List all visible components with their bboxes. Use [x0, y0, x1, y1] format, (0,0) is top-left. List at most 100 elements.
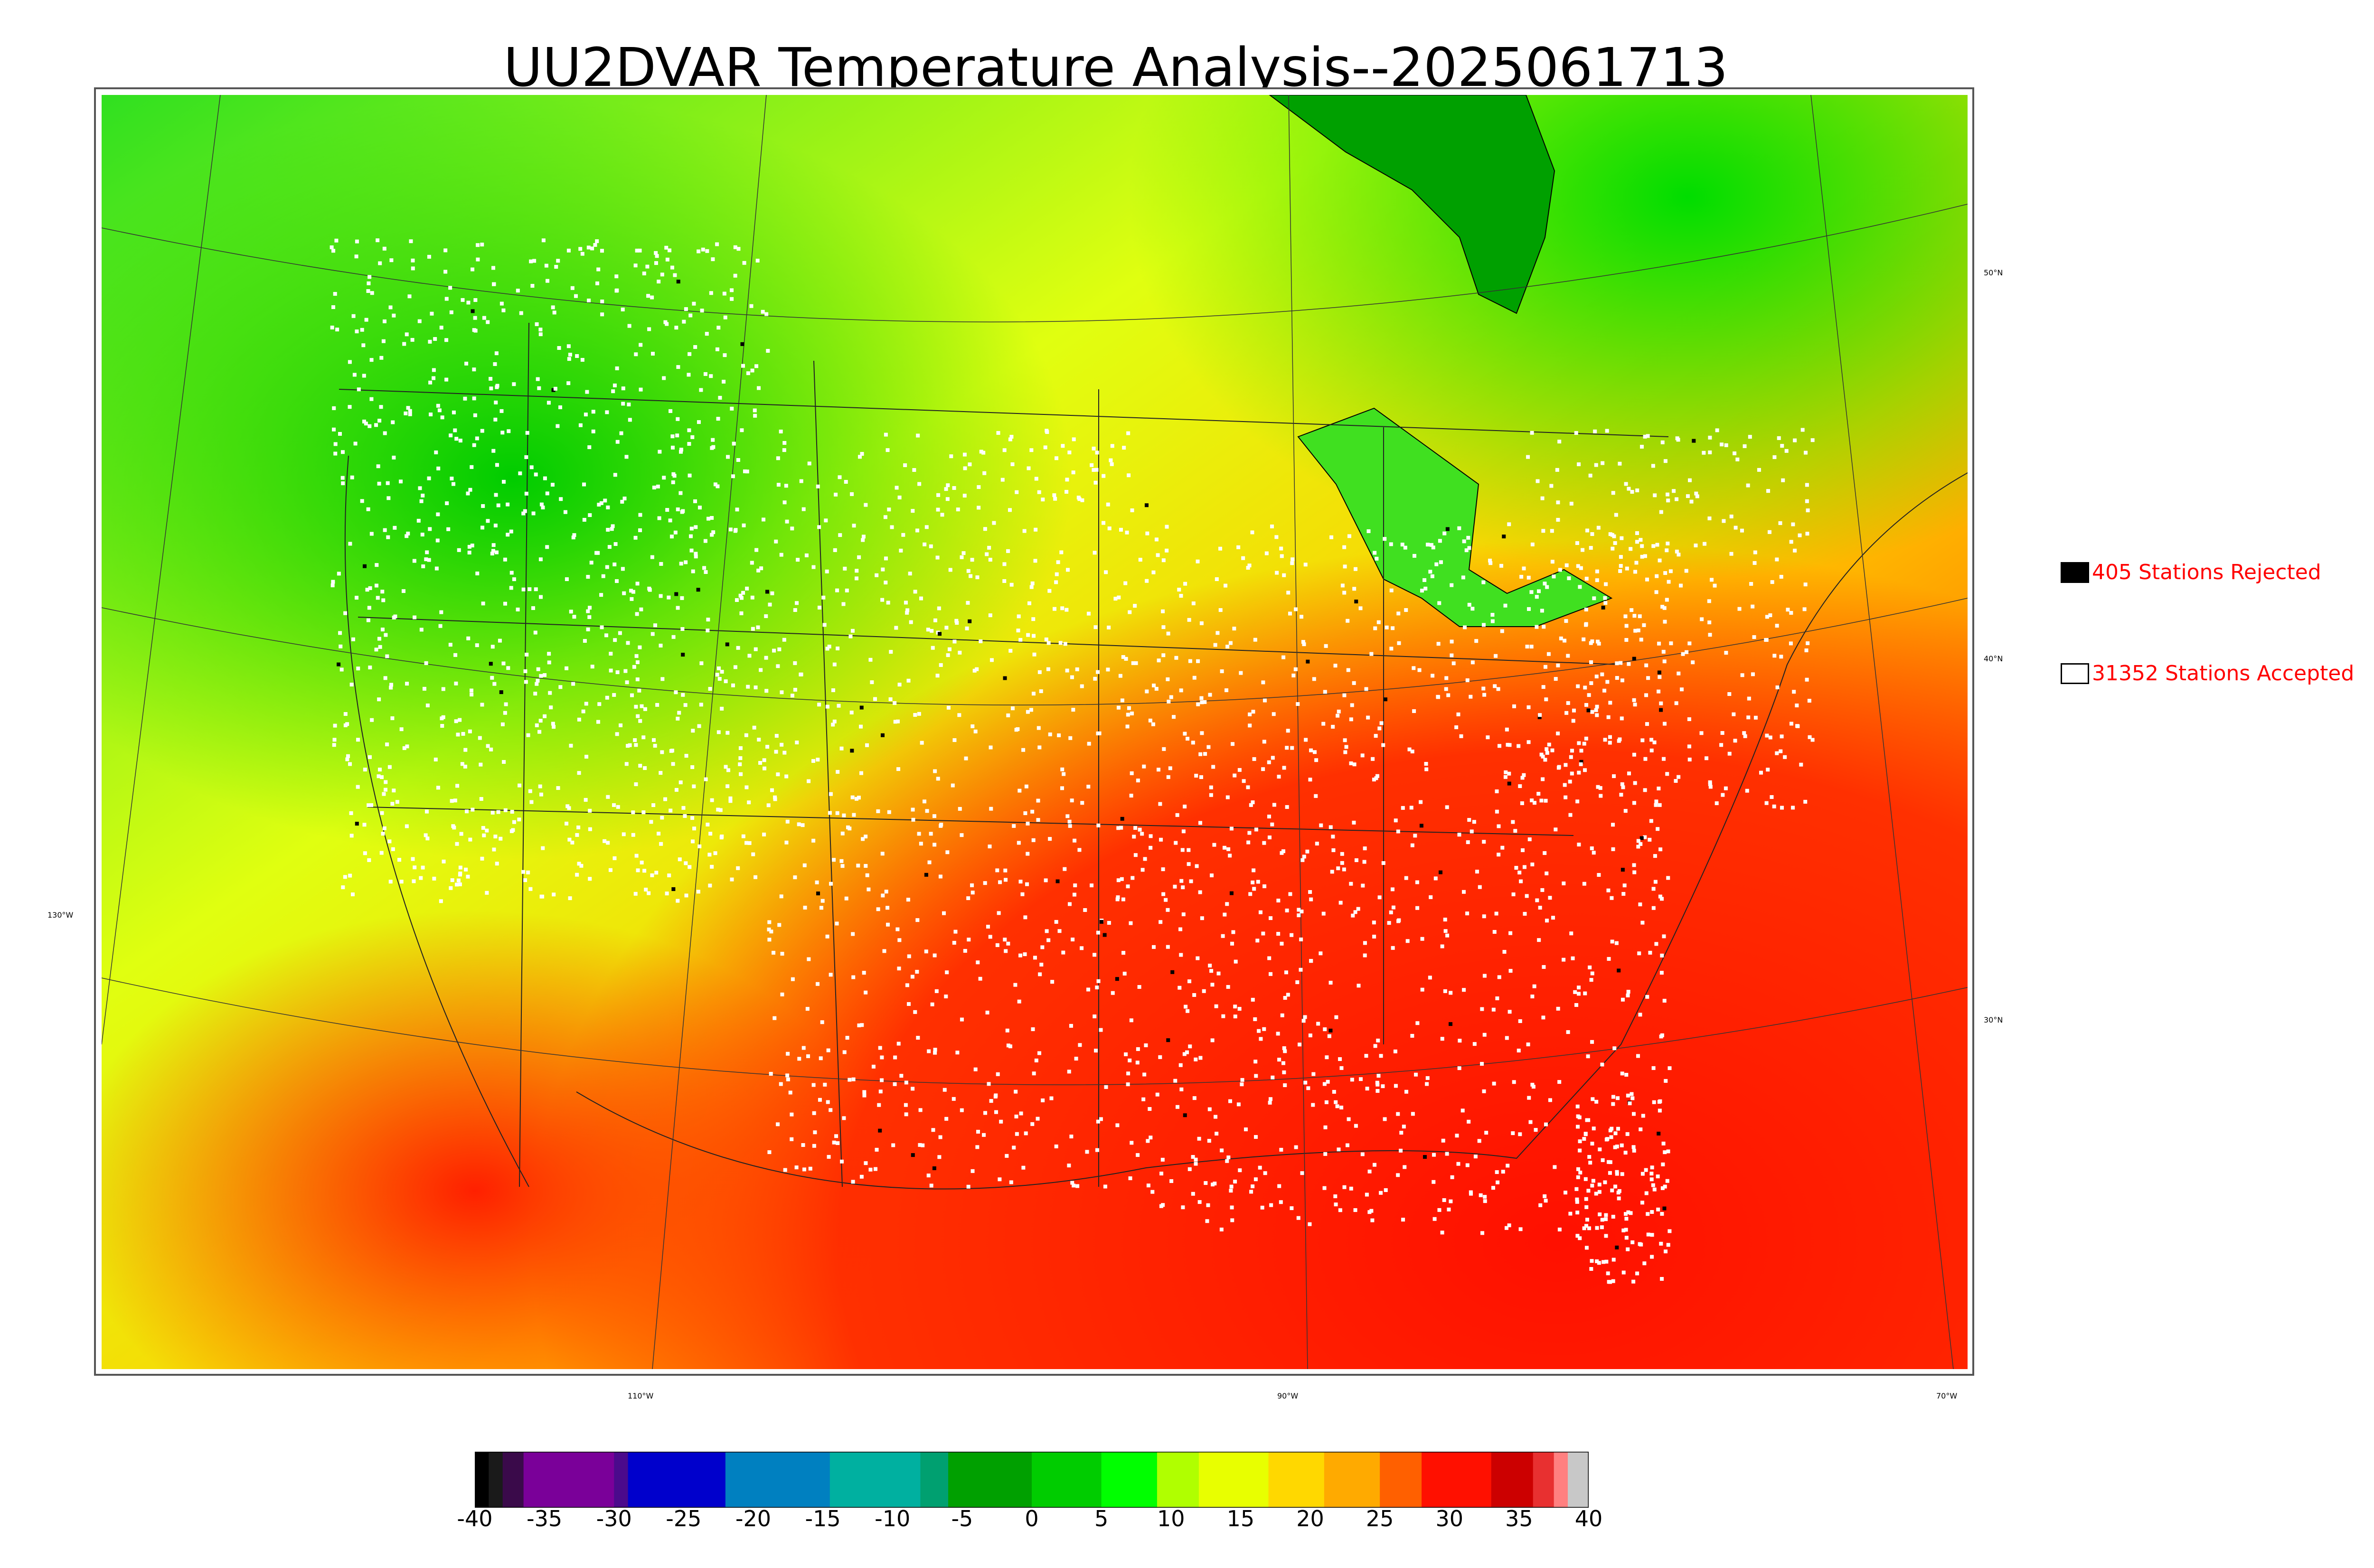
station-marker [1188, 1044, 1192, 1049]
station-marker [659, 842, 663, 846]
station-marker [1632, 657, 1636, 661]
station-marker [390, 716, 395, 720]
station-marker [580, 252, 584, 256]
station-marker [690, 435, 695, 439]
station-marker [1592, 596, 1596, 601]
station-marker [1584, 623, 1588, 627]
station-marker [694, 552, 698, 556]
station-marker [496, 503, 500, 507]
station-marker [1204, 1181, 1208, 1185]
station-marker [1674, 779, 1678, 783]
station-marker [1039, 689, 1043, 694]
station-marker [1539, 798, 1544, 803]
station-marker [626, 641, 630, 645]
station-marker [1303, 1015, 1307, 1019]
station-marker [1589, 546, 1593, 550]
station-marker [1251, 997, 1255, 1002]
station-marker [1474, 639, 1479, 643]
station-marker [1006, 713, 1010, 717]
station-marker [736, 247, 741, 251]
station-marker [650, 555, 654, 559]
station-marker [1130, 771, 1134, 775]
station-marker [609, 668, 613, 673]
station-marker [500, 722, 505, 726]
station-marker [1450, 653, 1454, 657]
station-marker [528, 887, 533, 891]
station-marker [1439, 560, 1443, 564]
colorbar-tick-label: -35 [527, 1506, 563, 1531]
station-marker [1702, 451, 1706, 455]
station-marker [1720, 731, 1724, 735]
station-marker [1229, 1189, 1233, 1193]
station-marker [495, 385, 499, 389]
station-marker [1391, 905, 1395, 910]
station-marker [1624, 1073, 1629, 1077]
station-marker [1115, 897, 1120, 901]
station-marker [600, 249, 604, 253]
station-marker [1116, 705, 1121, 710]
station-marker [1123, 581, 1128, 585]
station-marker [427, 476, 431, 480]
station-marker [1666, 498, 1670, 503]
station-marker [1599, 794, 1603, 798]
station-marker [1432, 1153, 1436, 1157]
station-marker [1597, 1183, 1602, 1187]
station-marker [381, 339, 386, 343]
station-marker [489, 386, 493, 391]
temperature-analysis-map[interactable] [102, 95, 1968, 1369]
station-marker [1789, 641, 1793, 646]
station-marker [1615, 661, 1619, 666]
station-marker [1677, 775, 1681, 779]
station-marker [1779, 574, 1783, 579]
station-marker [663, 797, 668, 801]
station-marker [893, 720, 897, 724]
station-marker [531, 511, 536, 516]
station-marker [1622, 883, 1627, 888]
station-marker [929, 832, 933, 836]
station-marker [722, 291, 726, 296]
station-marker [1659, 510, 1663, 514]
station-marker [1031, 617, 1036, 621]
station-marker [1632, 870, 1637, 874]
station-marker [1369, 652, 1374, 656]
station-marker [797, 822, 801, 826]
station-marker [387, 765, 392, 769]
station-marker [438, 624, 443, 628]
station-marker [1253, 638, 1257, 642]
station-marker [597, 503, 601, 507]
station-marker [343, 712, 348, 716]
station-marker [1415, 906, 1420, 910]
station-marker [1391, 626, 1395, 630]
station-marker [526, 733, 530, 737]
station-marker [1665, 1179, 1669, 1183]
station-marker [471, 309, 475, 313]
station-marker [1447, 1207, 1451, 1211]
lon-label-110: 110°W [628, 1391, 654, 1400]
station-marker [492, 847, 496, 852]
station-marker [1582, 1137, 1586, 1141]
station-marker [1564, 563, 1569, 567]
station-marker [1646, 676, 1650, 680]
station-marker [1354, 858, 1358, 863]
station-marker [957, 713, 961, 717]
colorbar-tick-label: -40 [457, 1506, 493, 1531]
station-marker [1601, 461, 1605, 465]
station-marker [777, 647, 782, 651]
station-marker [1775, 557, 1779, 562]
station-marker [409, 239, 413, 244]
station-marker [958, 807, 962, 811]
station-marker [380, 628, 385, 632]
station-marker [382, 319, 386, 323]
station-marker [355, 239, 359, 244]
station-marker [1595, 1259, 1599, 1263]
station-marker [717, 677, 722, 681]
station-marker [753, 408, 757, 413]
station-marker [1405, 939, 1410, 943]
station-marker [1600, 1218, 1604, 1222]
station-marker [827, 1155, 831, 1159]
station-marker [919, 596, 923, 601]
station-marker [1286, 591, 1291, 595]
station-marker [660, 816, 664, 820]
station-marker [1182, 1052, 1187, 1056]
station-marker [366, 618, 370, 622]
